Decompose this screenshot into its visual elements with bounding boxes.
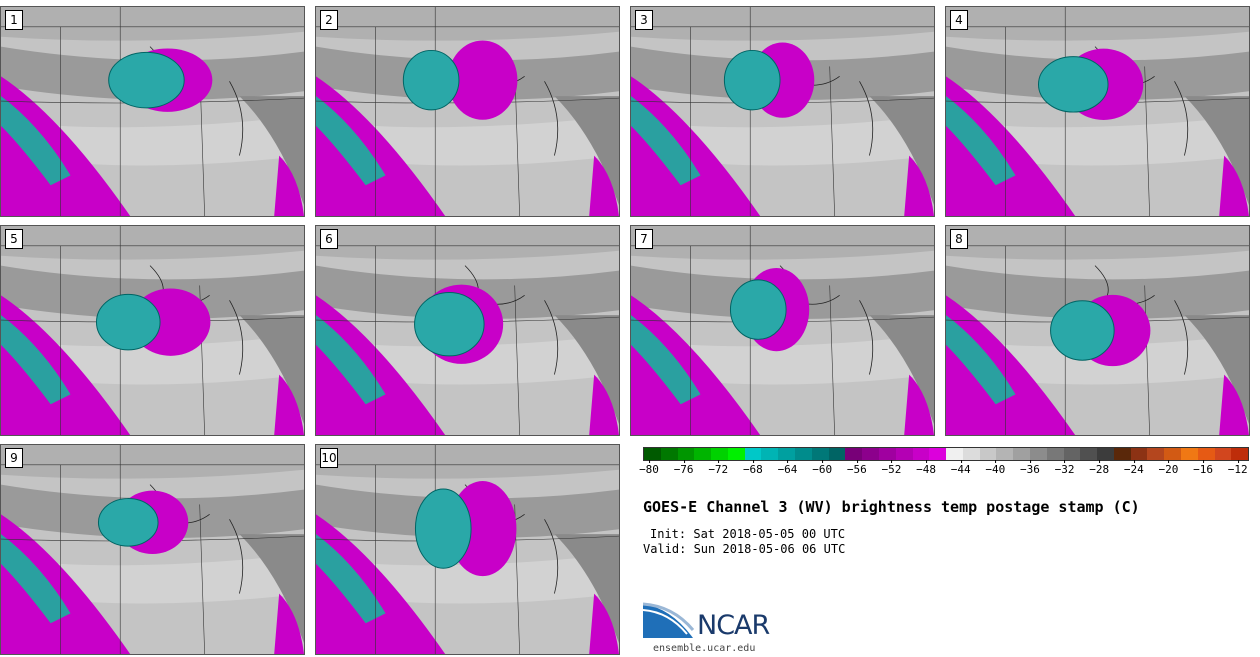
colorbar-swatch [744, 448, 762, 460]
map-panel-9: 9 [0, 444, 305, 655]
wv-map [316, 7, 619, 216]
wv-map [946, 7, 1249, 216]
colorbar-ticks: −80 −76 −72 −68 −64 −60 −56 −52 −48 −44 −40 −36 −32−… [639, 460, 1249, 483]
init-time: Init: Sat 2018-05-05 00 UTC [650, 527, 846, 541]
colorbar-tick: −36 [1019, 460, 1040, 476]
colorbar-tick: −12 [1227, 460, 1248, 476]
colorbar-tick: −32 [1054, 460, 1075, 476]
colorbar-tick: −56 [846, 460, 867, 476]
panel-number: 9 [5, 448, 23, 468]
colorbar-swatch [946, 448, 963, 460]
colorbar-swatch [811, 448, 829, 460]
colorbar-swatch [1214, 448, 1232, 460]
valid-time: Valid: Sun 2018-05-06 06 UTC [643, 542, 846, 556]
map-panel-3: 3 [630, 6, 935, 217]
colorbar [643, 447, 1249, 461]
colorbar-tick: −60 [812, 460, 833, 476]
colorbar-swatch [828, 448, 846, 460]
colorbar-swatch [845, 448, 863, 460]
colorbar-swatch [1130, 448, 1148, 460]
panel-number: 6 [320, 229, 338, 249]
figure-title: GOES-E Channel 3 (WV) brightness temp po… [643, 498, 1140, 516]
wv-map [1, 7, 304, 216]
map-panel-5: 5 [0, 225, 305, 436]
map-panel-10: 10 [315, 444, 620, 655]
panel-number: 8 [950, 229, 968, 249]
colorbar-swatch [660, 448, 678, 460]
wv-map [1, 226, 304, 435]
wv-map [316, 226, 619, 435]
panel-number: 7 [635, 229, 653, 249]
colorbar-swatch [979, 448, 997, 460]
panel-number: 1 [5, 10, 23, 30]
colorbar-swatch [644, 448, 661, 460]
map-panel-4: 4 [945, 6, 1250, 217]
wv-map [631, 226, 934, 435]
colorbar-swatch [727, 448, 745, 460]
wv-map [631, 7, 934, 216]
colorbar-tick: −52 [881, 460, 902, 476]
logo-text: NCAR [697, 610, 770, 641]
colorbar-tick: −40 [985, 460, 1006, 476]
colorbar-swatch [1046, 448, 1064, 460]
colorbar-tick: −20 [1158, 460, 1179, 476]
colorbar-swatch [912, 448, 930, 460]
colorbar-swatch [1181, 448, 1198, 460]
colorbar-swatch [862, 448, 879, 460]
colorbar-tick: −44 [950, 460, 971, 476]
colorbar-swatch [996, 448, 1014, 460]
colorbar-swatch [1147, 448, 1165, 460]
colorbar-tick: −24 [1123, 460, 1144, 476]
colorbar-swatch [962, 448, 980, 460]
map-panel-6: 6 [315, 225, 620, 436]
colorbar-swatch [694, 448, 712, 460]
colorbar-swatch [1113, 448, 1131, 460]
colorbar-swatch [795, 448, 812, 460]
map-panel-7: 7 [630, 225, 935, 436]
map-panel-2: 2 [315, 6, 620, 217]
colorbar-swatch [1080, 448, 1098, 460]
wv-map [316, 445, 619, 654]
colorbar-tick: −72 [708, 460, 729, 476]
panel-number: 5 [5, 229, 23, 249]
panel-number: 2 [320, 10, 338, 30]
colorbar-tick: −64 [777, 460, 798, 476]
map-panel-1: 1 [0, 6, 305, 217]
colorbar-swatch [1063, 448, 1081, 460]
colorbar-tick: −28 [1089, 460, 1110, 476]
map-panel-8: 8 [945, 225, 1250, 436]
colorbar-tick: −16 [1193, 460, 1213, 476]
panel-number: 4 [950, 10, 968, 30]
colorbar-swatch [895, 448, 913, 460]
colorbar-swatch [1197, 448, 1215, 460]
colorbar-swatch [878, 448, 896, 460]
colorbar-swatch [761, 448, 779, 460]
wv-map [1, 445, 304, 654]
colorbar-swatch [1029, 448, 1047, 460]
colorbar-tick: −48 [916, 460, 936, 476]
colorbar-swatch [1164, 448, 1181, 460]
colorbar-tick: −76 [673, 460, 694, 476]
colorbar-swatch [1231, 448, 1249, 460]
colorbar-tick: −68 [742, 460, 763, 476]
site-url: ensemble.ucar.edu [653, 643, 756, 654]
colorbar-swatch [711, 448, 728, 460]
colorbar-swatch [677, 448, 695, 460]
colorbar-swatch [778, 448, 796, 460]
ncar-logo-icon [643, 602, 695, 638]
colorbar-swatch [1097, 448, 1114, 460]
wv-map [946, 226, 1249, 435]
colorbar-swatch [929, 448, 947, 460]
colorbar-swatch [1013, 448, 1030, 460]
colorbar-tick: −80 [639, 460, 659, 476]
panel-number: 10 [320, 448, 338, 468]
panel-number: 3 [635, 10, 653, 30]
